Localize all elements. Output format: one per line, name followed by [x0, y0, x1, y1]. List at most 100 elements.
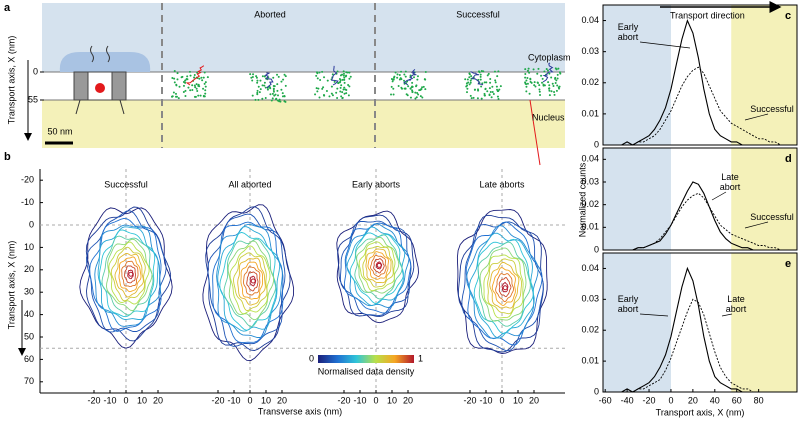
track-point: [526, 69, 529, 72]
y-tick-label: 0.01: [581, 355, 599, 365]
y-tick-label: 0: [594, 139, 599, 149]
track-point: [526, 82, 529, 85]
track-point: [407, 85, 410, 88]
track-point: [412, 76, 415, 79]
track-point: [276, 89, 279, 92]
track-point: [524, 68, 527, 71]
track-point: [472, 96, 475, 99]
track-point: [409, 96, 412, 99]
track-point: [541, 77, 544, 80]
label-pointer: [711, 191, 727, 201]
track-point: [414, 97, 417, 100]
track-point: [556, 73, 559, 76]
track-point: [559, 72, 562, 75]
track-point: [497, 70, 500, 73]
plot-frame: [602, 252, 798, 393]
track-point: [336, 97, 339, 100]
track-point: [470, 75, 473, 78]
x-tick-label: 0: [123, 395, 128, 405]
contour: [468, 232, 535, 339]
y-tick-label: 0.04: [581, 15, 599, 25]
contour: [495, 273, 514, 303]
track-point: [400, 78, 403, 81]
track-point: [528, 71, 531, 74]
track-point: [274, 93, 277, 96]
x-tick-label: 80: [754, 395, 764, 405]
track-point: [251, 79, 254, 82]
track-point: [495, 85, 498, 88]
track-point: [283, 100, 286, 103]
track-point: [193, 95, 196, 98]
track-point: [323, 76, 326, 79]
track-point: [401, 87, 404, 90]
track-point: [473, 88, 476, 91]
track-point: [344, 88, 347, 91]
x-tick-label: 0: [668, 395, 673, 405]
track-point: [255, 75, 258, 78]
track-point: [203, 71, 206, 74]
track-point: [466, 78, 469, 81]
track-point: [171, 95, 174, 98]
track-point: [415, 84, 418, 87]
track-point: [525, 85, 528, 88]
track-point: [345, 74, 348, 77]
contour: [217, 226, 281, 332]
track: [185, 65, 205, 86]
track-point: [409, 87, 412, 90]
track-point: [486, 90, 489, 93]
track-point: [321, 70, 324, 73]
colorbar-tick: 1: [418, 353, 423, 363]
track-point: [499, 85, 502, 88]
track-point: [470, 97, 473, 100]
track-point: [191, 89, 194, 92]
track-point: [176, 72, 179, 75]
basket: [75, 99, 125, 115]
series-label: Early abort: [618, 22, 639, 42]
track-point: [342, 70, 345, 73]
region-label: Nucleus: [532, 112, 565, 122]
track-point: [343, 92, 346, 95]
contour: [356, 236, 400, 294]
track-point: [392, 93, 395, 96]
contour: [114, 252, 144, 298]
track-point: [420, 88, 423, 91]
track-point: [403, 73, 406, 76]
x-tick-label: 20: [277, 395, 287, 405]
track-point: [315, 87, 318, 90]
track-point: [555, 89, 558, 92]
track-point: [196, 71, 199, 74]
contour: [487, 258, 522, 315]
y-axis-label: Normalized counts: [577, 162, 587, 237]
track-point: [257, 98, 260, 101]
track-point: [485, 81, 488, 84]
label-pointer: [639, 313, 669, 317]
track-point: [333, 80, 336, 83]
section-title: Successful: [456, 9, 500, 19]
track-point: [400, 70, 403, 73]
track-point: [314, 93, 317, 96]
track-point: [316, 90, 319, 93]
label-pointer: [744, 113, 769, 121]
y-tick-label: 70: [24, 376, 34, 386]
x-tick-label: -10: [353, 395, 366, 405]
contour: [127, 269, 134, 280]
contour: [483, 254, 524, 319]
track-point: [330, 85, 333, 88]
track-point: [276, 83, 279, 86]
label-pointer: [639, 41, 691, 49]
track-point: [483, 94, 486, 97]
x-tick-label: -40: [621, 395, 634, 405]
peak: [376, 262, 382, 268]
track-point: [339, 80, 342, 83]
track-point: [204, 89, 207, 92]
track-point: [249, 73, 252, 76]
track-point: [317, 87, 320, 90]
series-label: Successful: [750, 104, 794, 114]
track-point: [390, 93, 393, 96]
track-point: [482, 70, 485, 73]
x-tick-label: -20: [87, 395, 100, 405]
track-point: [396, 73, 399, 76]
contour: [346, 226, 406, 306]
label-pointer: [721, 313, 733, 317]
